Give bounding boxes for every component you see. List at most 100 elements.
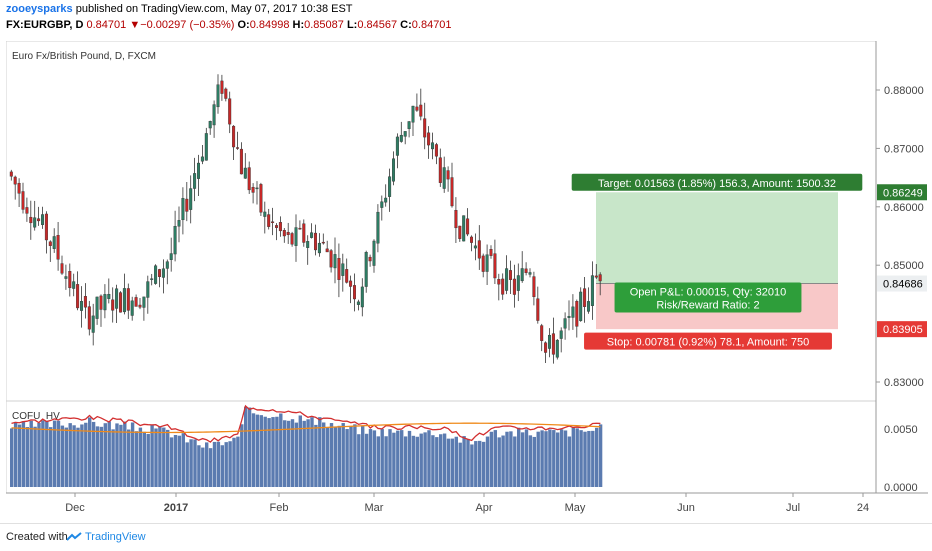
candle-body bbox=[473, 245, 477, 249]
hv-bar bbox=[322, 422, 326, 487]
candle-body bbox=[263, 211, 267, 217]
hv-bar bbox=[56, 420, 61, 487]
hv-bar bbox=[407, 430, 412, 487]
position-tool[interactable]: Target: 0.01563 (1.85%) 156.3, Amount: 1… bbox=[571, 173, 863, 350]
open-label: O: bbox=[237, 19, 250, 31]
hv-bar bbox=[197, 445, 201, 487]
hv-bar bbox=[333, 427, 338, 487]
hv-bar bbox=[169, 437, 174, 487]
candle-body bbox=[25, 207, 29, 214]
candles bbox=[9, 74, 602, 364]
candle-body bbox=[477, 240, 481, 259]
hv-bar bbox=[294, 422, 299, 487]
hv-bar bbox=[403, 436, 408, 487]
candle-body bbox=[118, 292, 122, 313]
candle-body bbox=[462, 215, 466, 242]
y-tick-label: 0.85000 bbox=[884, 260, 924, 272]
hv-bar bbox=[72, 425, 76, 487]
candle-body bbox=[325, 248, 329, 253]
hv-bar bbox=[458, 442, 462, 487]
hv-bar bbox=[130, 422, 135, 487]
chart-area[interactable]: Euro Fx/British Pound, D, FXCM COFU_HV 0… bbox=[6, 41, 928, 523]
hv-bar bbox=[212, 441, 217, 487]
candle-body bbox=[228, 98, 232, 125]
candle-body bbox=[407, 121, 411, 129]
candle-body bbox=[33, 217, 37, 228]
candle-body bbox=[52, 236, 56, 249]
hv-bar bbox=[532, 436, 536, 487]
hv-bar bbox=[341, 423, 345, 487]
candle-body bbox=[516, 275, 520, 291]
low-value: 0.84567 bbox=[357, 19, 398, 31]
footer: Created with TradingView bbox=[0, 523, 932, 551]
hv-bar bbox=[150, 424, 154, 487]
target-price-label bbox=[877, 184, 927, 201]
hv-bar bbox=[286, 420, 291, 487]
candle-body bbox=[64, 276, 68, 279]
candle-body bbox=[251, 186, 255, 193]
candle-body bbox=[107, 293, 111, 299]
candle-body bbox=[235, 147, 239, 149]
candle-body bbox=[134, 297, 138, 307]
indicator-tick-label: 0.0050 bbox=[884, 424, 918, 436]
author-link[interactable]: zooeysparks bbox=[6, 3, 73, 15]
hv-bar bbox=[364, 433, 369, 487]
candle-body bbox=[598, 274, 602, 282]
hv-bar bbox=[450, 438, 455, 487]
candle-body bbox=[282, 230, 286, 237]
hv-indicator bbox=[10, 404, 603, 487]
candle-body bbox=[431, 142, 435, 150]
candle-body bbox=[95, 296, 99, 319]
candle-body bbox=[278, 222, 282, 232]
y-tick-label: 0.83000 bbox=[884, 377, 924, 389]
hv-bar bbox=[119, 424, 123, 487]
hv-bar bbox=[127, 429, 131, 487]
candle-body bbox=[434, 144, 438, 157]
hv-bar bbox=[91, 421, 96, 487]
candle-body bbox=[395, 136, 399, 156]
candle-body bbox=[204, 133, 208, 161]
hv-bar bbox=[485, 436, 490, 487]
hv-bar bbox=[579, 430, 583, 487]
x-tick-label: Jun bbox=[677, 502, 695, 514]
target-zone[interactable] bbox=[596, 192, 838, 284]
candle-body bbox=[470, 236, 474, 243]
stop-price-label bbox=[877, 321, 927, 338]
price-chart[interactable]: Euro Fx/British Pound, D, FXCM COFU_HV 0… bbox=[6, 41, 928, 523]
hv-bar bbox=[290, 419, 295, 487]
hv-bar bbox=[357, 434, 361, 487]
candle-body bbox=[446, 170, 450, 180]
candle-body bbox=[403, 131, 407, 137]
hv-bar bbox=[481, 441, 486, 487]
hv-bar bbox=[240, 424, 244, 487]
hv-bar bbox=[33, 426, 37, 487]
last-price: 0.84701 bbox=[86, 19, 127, 31]
candle-body bbox=[243, 167, 247, 179]
open-pnl-badge-text: Risk/Reward Ratio: 2 bbox=[656, 300, 759, 312]
candle-body bbox=[509, 270, 513, 280]
x-tick-label: Feb bbox=[270, 502, 289, 514]
hv-bar bbox=[571, 427, 575, 487]
candle-body bbox=[196, 162, 200, 179]
hv-bar bbox=[540, 430, 544, 487]
candle-body bbox=[360, 286, 364, 308]
candle-body bbox=[138, 304, 142, 308]
hv-bar bbox=[345, 429, 349, 487]
tradingview-link[interactable]: TradingView bbox=[66, 531, 146, 543]
candle-body bbox=[9, 171, 13, 177]
hv-bar bbox=[244, 406, 248, 487]
candle-body bbox=[271, 221, 275, 223]
candle-body bbox=[501, 278, 505, 295]
candle-body bbox=[37, 218, 41, 222]
candle-body bbox=[493, 253, 497, 279]
hv-bar bbox=[49, 427, 53, 487]
hv-bar bbox=[556, 432, 560, 487]
candle-body bbox=[99, 295, 103, 310]
hv-bar bbox=[13, 421, 18, 487]
candle-body bbox=[290, 233, 294, 245]
current-price-label-text: 0.84686 bbox=[883, 279, 923, 291]
hv-bar bbox=[415, 436, 419, 487]
change-value: −0.00297 (−0.35%) bbox=[140, 19, 235, 31]
candle-body bbox=[103, 294, 107, 311]
hv-bar bbox=[509, 431, 513, 487]
